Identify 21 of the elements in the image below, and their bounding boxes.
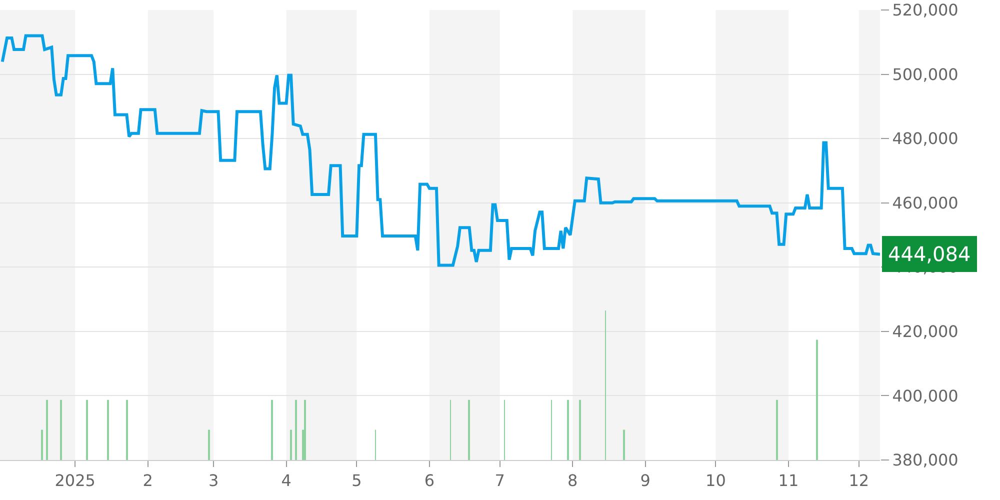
y-tick-label: 480,000 [892,129,958,148]
x-tick-label: 3 [208,471,219,490]
y-tick-label: 460,000 [892,193,958,212]
annotation: 444,084 [888,242,971,266]
y-tick-label: 520,000 [892,0,958,20]
y-tick-label: 420,000 [892,322,958,342]
x-tick-label: 8 [567,471,578,490]
x-tick-label: 7 [494,471,505,490]
x-tick-label: 2025 [54,471,96,490]
y-tick-label: 380,000 [892,450,958,470]
x-tick-label: 11 [778,471,799,490]
x-tick-label: 5 [352,471,362,490]
y-tick-label: 400,000 [892,386,958,406]
x-tick-label: 10 [706,471,726,490]
x-tick-label: 2 [142,471,153,490]
x-tick-label: 12 [848,471,870,490]
x-tick-label: 6 [424,471,435,490]
line-series [0,34,880,267]
y-tick-label: 500,000 [892,64,958,84]
x-tick-label: 4 [281,471,292,490]
x-tick-label: 9 [640,471,650,490]
